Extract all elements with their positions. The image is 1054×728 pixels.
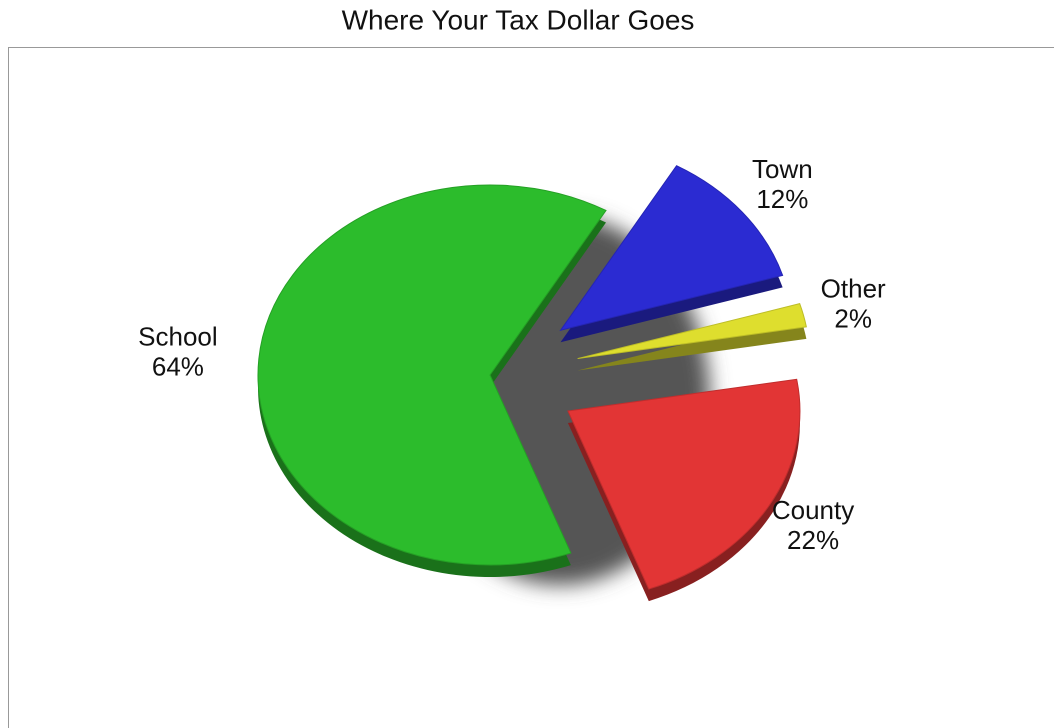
slice-label: School	[138, 321, 218, 351]
slice	[577, 303, 807, 360]
slice-label: Town	[752, 154, 813, 184]
slice	[559, 165, 784, 332]
slice	[567, 378, 801, 590]
slice-value-label: 12%	[756, 184, 808, 214]
slice	[257, 184, 607, 566]
chart-title: Where Your Tax Dollar Goes	[342, 4, 695, 35]
slice-value-label: 2%	[834, 304, 872, 334]
slice-label: Other	[821, 274, 886, 304]
slice-value-label: 22%	[787, 525, 839, 555]
slice-value-label: 64%	[152, 351, 204, 381]
slice-label: County	[772, 495, 854, 525]
